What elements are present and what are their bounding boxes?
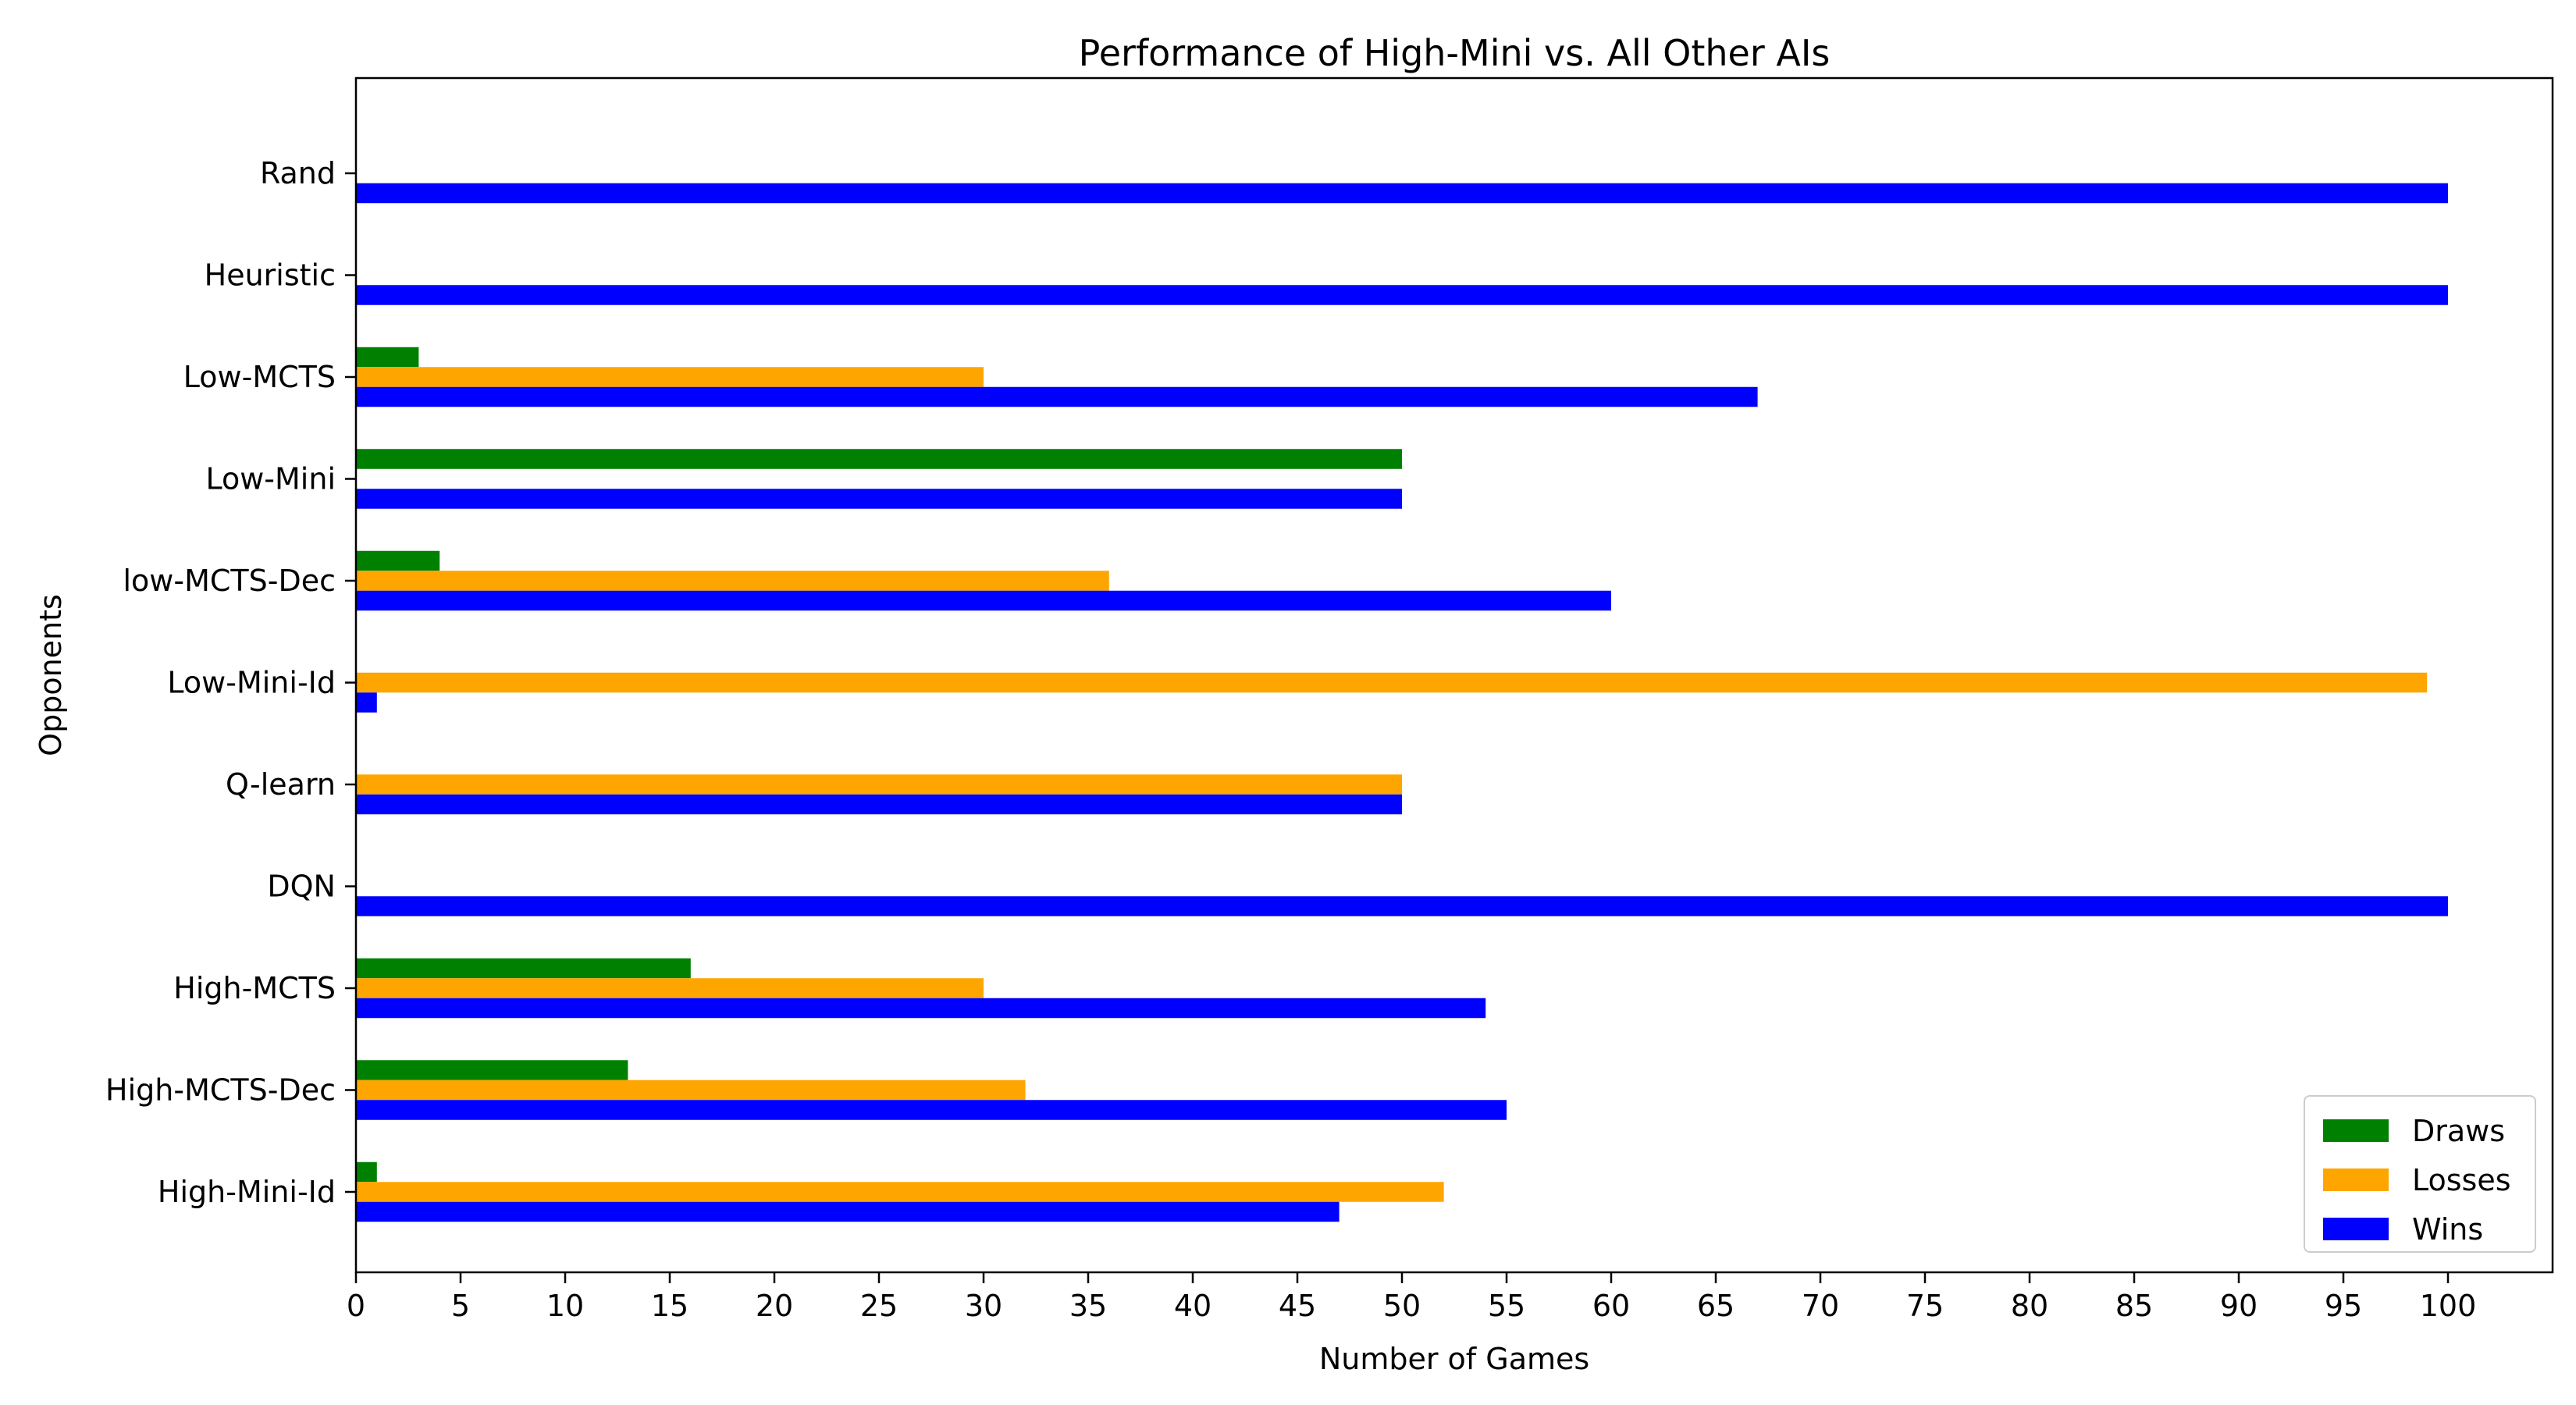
x-tick-label: 75 [1906,1289,1944,1323]
x-tick-label: 80 [2011,1289,2048,1323]
bar-losses-low-mcts-dec [356,571,1109,591]
bar-wins-low-mini-id [356,692,377,713]
y-tick-label: Rand [260,156,336,190]
x-tick-label: 40 [1174,1289,1212,1323]
bar-draws-high-mini-id [356,1161,377,1183]
ticks-layer: 0 5 10 15 20 25 30 35 40 45 50 55 60 65 70 75 80 85 90 95 10… [105,156,2476,1323]
x-tick-label: 45 [1279,1289,1316,1323]
legend-swatch-losses [2323,1168,2389,1191]
legend-label-draws: Draws [2412,1114,2505,1148]
legend: Draws Losses Wins [2304,1095,2536,1253]
y-tick-label: High-MCTS [173,971,336,1005]
x-tick-label: 70 [1802,1289,1839,1323]
y-tick-label: High-MCTS-Dec [105,1073,336,1108]
chart-title: Performance of High-Mini vs. All Other A… [1079,32,1831,74]
x-tick-label: 85 [2115,1289,2153,1323]
legend-label-wins: Wins [2412,1212,2483,1247]
y-tick-label: low-MCTS-Dec [123,564,336,598]
bar-losses-high-mcts-dec [356,1080,1026,1101]
x-tick-label: 90 [2220,1289,2258,1323]
x-tick-label: 60 [1592,1289,1630,1323]
bar-wins-low-mini [356,489,1402,509]
x-tick-label: 25 [860,1289,898,1323]
x-tick-label: 15 [651,1289,688,1323]
bar-wins-dqn [356,896,2448,916]
bar-losses-low-mini-id [356,672,2428,693]
x-tick-label: 55 [1488,1289,1525,1323]
bar-wins-rand [356,183,2448,204]
x-axis-label: Number of Games [1319,1342,1589,1376]
x-tick-label: 10 [546,1289,584,1323]
bar-losses-high-mini-id [356,1182,1444,1202]
bar-wins-low-mcts-dec [356,590,1611,611]
legend-swatch-draws [2323,1119,2389,1142]
bars-layer [356,183,2448,1222]
bar-wins-q-learn [356,794,1402,815]
bar-wins-high-mcts-dec [356,1100,1507,1120]
x-tick-label: 20 [756,1289,793,1323]
bar-wins-high-mcts [356,998,1486,1019]
bar-draws-low-mcts [356,347,419,368]
y-tick-label: High-Mini-Id [158,1175,336,1209]
bar-losses-q-learn [356,774,1402,795]
x-tick-label: 100 [2420,1289,2477,1323]
x-tick-label: 30 [965,1289,1002,1323]
y-tick-label: Low-Mini [205,462,336,496]
x-tick-label: 5 [451,1289,470,1323]
bar-losses-low-mcts [356,367,984,387]
bar-draws-low-mini [356,449,1402,469]
x-tick-label: 50 [1383,1289,1421,1323]
legend-swatch-wins [2323,1218,2389,1240]
bar-wins-high-mini-id [356,1201,1340,1222]
x-tick-label: 65 [1697,1289,1735,1323]
bar-losses-high-mcts [356,978,984,998]
y-axis-label: Opponents [34,594,68,756]
legend-label-losses: Losses [2412,1163,2511,1197]
x-tick-label: 0 [347,1289,365,1323]
x-tick-label: 35 [1069,1289,1107,1323]
y-tick-label: DQN [267,870,336,904]
bar-draws-low-mcts-dec [356,550,440,571]
bar-draws-high-mcts [356,958,691,979]
y-tick-label: Q-learn [226,767,336,802]
x-tick-label: 95 [2325,1289,2362,1323]
y-tick-label: Low-Mini-Id [167,666,336,700]
y-tick-label: Heuristic [205,258,336,293]
bar-wins-low-mcts [356,386,1758,407]
y-tick-label: Low-MCTS [183,360,336,394]
bar-wins-heuristic [356,285,2448,305]
plot-frame [354,76,2554,1274]
bar-draws-high-mcts-dec [356,1060,628,1080]
